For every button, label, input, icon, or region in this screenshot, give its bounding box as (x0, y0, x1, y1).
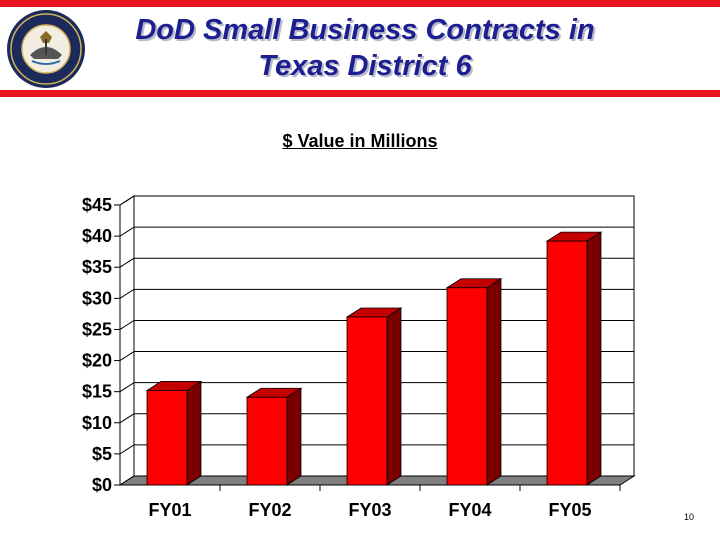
gridline-side (119, 257, 135, 268)
bar-fy02 (246, 396, 288, 486)
y-tick-label: $5 (92, 444, 112, 464)
top-red-rule (0, 0, 720, 7)
x-tick-label: FY04 (448, 500, 491, 520)
page-number: 10 (684, 512, 695, 522)
gridline-side (119, 226, 135, 237)
x-tick-label: FY02 (248, 500, 291, 520)
title-line-2: Texas District 6 (258, 50, 472, 82)
bar-fy03 (346, 316, 388, 486)
bar-fy01 (146, 390, 188, 486)
plot-side-wall (119, 195, 135, 486)
bar-side-fy02 (286, 387, 302, 486)
y-tick-label: $40 (82, 226, 112, 246)
y-tick-label: $25 (82, 319, 112, 339)
bar-side-fy04 (486, 278, 502, 486)
x-tick-label: FY05 (548, 500, 591, 520)
bar-fy05 (546, 240, 588, 486)
y-tick-label: $35 (82, 257, 112, 277)
gridline-side (119, 444, 135, 455)
y-tick-label: $45 (82, 195, 112, 215)
bar-side-fy03 (386, 307, 402, 486)
y-tick-label: $10 (82, 413, 112, 433)
bar-side-fy05 (586, 231, 602, 486)
gridline-side (119, 351, 135, 361)
gridline-side (119, 413, 135, 424)
y-tick-label: $30 (82, 288, 112, 308)
x-tick-label: FY01 (148, 500, 191, 520)
y-tick-label: $15 (82, 382, 112, 402)
gridline-side (119, 288, 135, 299)
x-tick-label: FY03 (348, 500, 391, 520)
title-line-1: DoD Small Business Contracts in (135, 14, 595, 46)
header-red-rule (0, 90, 720, 97)
y-tick-label: $0 (92, 475, 112, 495)
bar-side-fy01 (186, 380, 202, 486)
gridline-side (119, 382, 135, 393)
chart-title: $ Value in Millions (282, 131, 438, 151)
y-tick-label: $20 (82, 351, 112, 371)
navy-seal-icon (7, 10, 85, 88)
gridline-side (119, 195, 135, 206)
gridline-side (119, 320, 135, 330)
slide-title: DoD Small Business Contracts in Texas Di… (95, 12, 635, 84)
bar-fy04 (446, 287, 488, 486)
